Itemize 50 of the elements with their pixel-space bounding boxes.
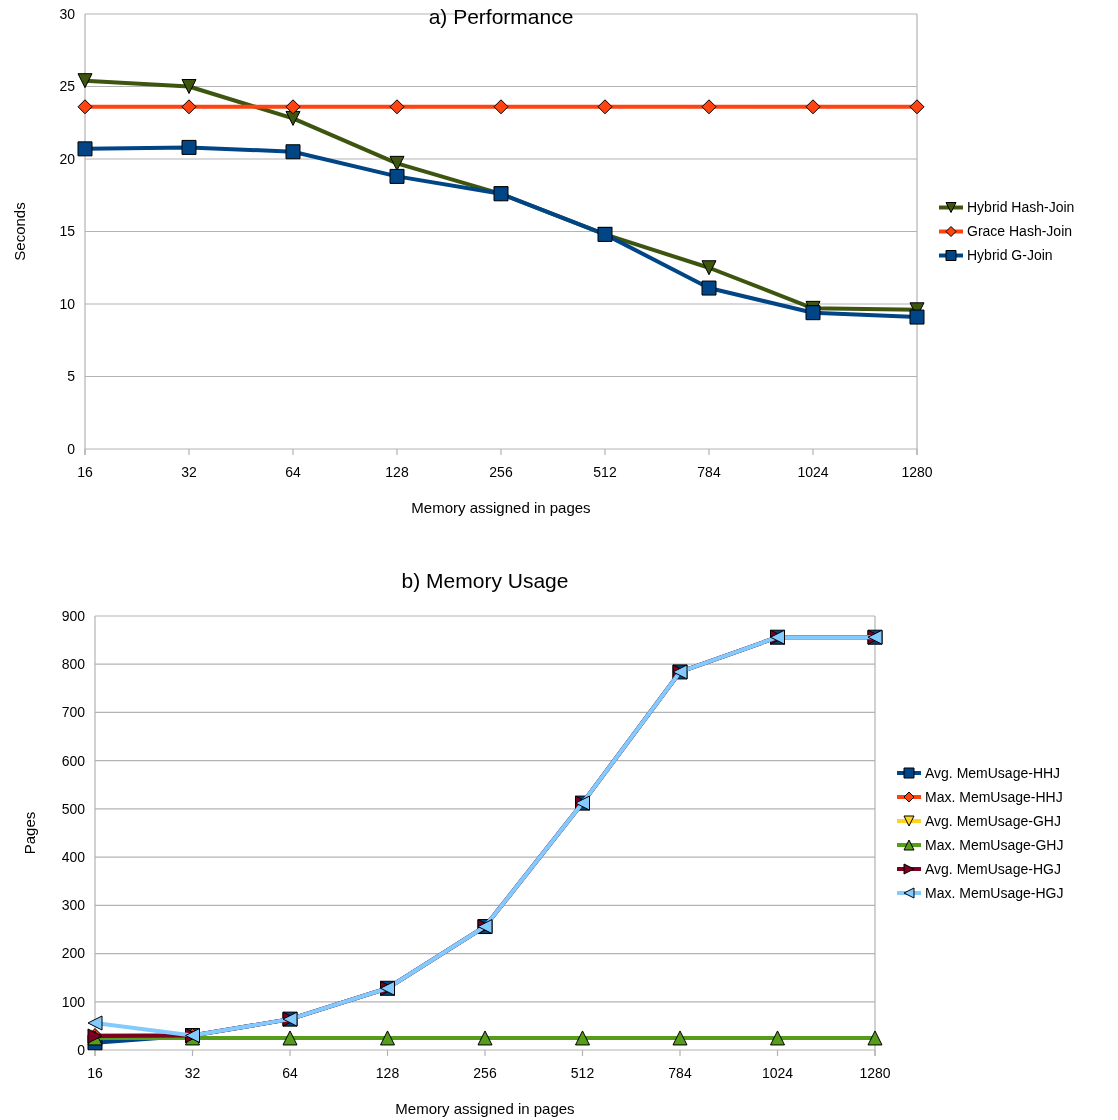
x-tick-label: 1024 (761, 1065, 794, 1081)
y-axis-title: Seconds (11, 202, 28, 261)
x-tick-label: 128 (375, 1065, 400, 1081)
x-tick-label: 64 (285, 464, 301, 480)
y-tick-label: 100 (61, 993, 86, 1010)
y-tick-label: 200 (61, 945, 86, 962)
y-tick-label: 0 (77, 1041, 86, 1058)
x-tick-label: 512 (570, 1065, 595, 1081)
legend-label: Avg. MemUsage-HHJ (925, 764, 1061, 781)
y-tick-label: 30 (59, 5, 76, 22)
x-tick-label: 512 (593, 464, 617, 480)
x-tick-label: 1280 (859, 1065, 891, 1081)
x-tick-label: 16 (77, 464, 93, 480)
x-tick-label: 784 (668, 1065, 692, 1081)
y-tick-label: 400 (61, 849, 86, 866)
legend-label: Max. MemUsage-HHJ (925, 788, 1063, 805)
y-axis-title: Pages (21, 811, 38, 855)
x-tick-label: 16 (87, 1065, 103, 1081)
x-tick-label: 32 (184, 1065, 201, 1081)
legend-label: Grace Hash-Join (967, 223, 1073, 240)
x-tick-label: 256 (489, 464, 513, 480)
x-axis-title: Memory assigned in pages (411, 499, 591, 516)
legend-label: Avg. MemUsage-GHJ (925, 812, 1061, 829)
x-tick-label: 1024 (797, 464, 829, 480)
x-tick-label: 784 (697, 464, 721, 480)
legend-label: Max. MemUsage-HGJ (925, 884, 1064, 901)
y-tick-label: 10 (59, 295, 76, 312)
x-tick-label: 128 (385, 464, 409, 480)
y-tick-label: 5 (67, 368, 76, 385)
y-tick-label: 900 (61, 607, 86, 624)
y-tick-label: 500 (61, 800, 86, 817)
legend-label: Max. MemUsage-GHJ (925, 836, 1064, 853)
x-tick-label: 32 (181, 464, 197, 480)
legend-label: Avg. MemUsage-HGJ (925, 860, 1061, 877)
y-tick-label: 0 (67, 440, 76, 457)
x-tick-label: 1280 (901, 464, 933, 480)
x-tick-label: 64 (282, 1065, 298, 1081)
y-tick-label: 600 (61, 752, 86, 769)
y-tick-label: 20 (59, 150, 76, 167)
chart-title: b) Memory Usage (401, 569, 569, 592)
y-tick-label: 700 (61, 704, 86, 721)
legend-label: Hybrid G-Join (967, 247, 1053, 264)
legend-label: Hybrid Hash-Join (967, 199, 1075, 216)
y-tick-label: 25 (59, 78, 76, 95)
x-axis-title: Memory assigned in pages (395, 1100, 575, 1117)
y-tick-label: 15 (59, 223, 76, 240)
y-tick-label: 300 (61, 897, 86, 914)
chart-title: a) Performance (428, 5, 574, 28)
x-tick-label: 256 (473, 1065, 497, 1081)
y-tick-label: 800 (61, 656, 86, 673)
